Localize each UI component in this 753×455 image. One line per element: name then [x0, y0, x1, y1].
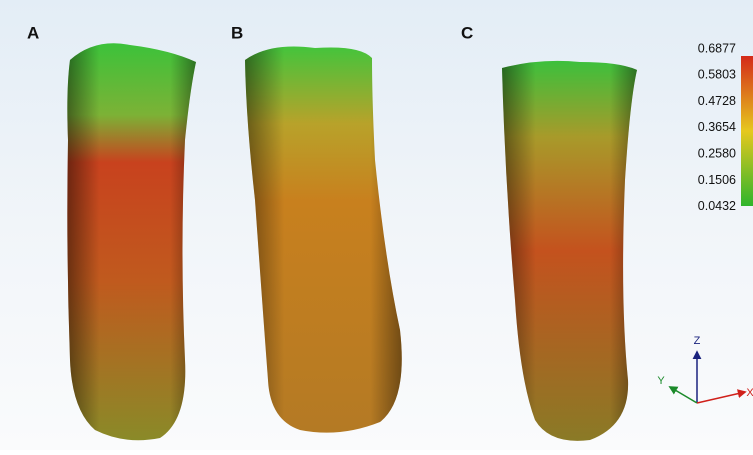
colorbar-label: 0.1506: [698, 173, 736, 187]
colorbar-label: 0.0432: [698, 199, 736, 213]
colorbar-label: 0.3654: [698, 120, 736, 134]
y-label: Y: [657, 375, 665, 387]
colorbar: [741, 56, 753, 206]
model-a: [67, 43, 196, 440]
z-label: Z: [694, 335, 701, 347]
colorbar-label: 0.2580: [698, 146, 736, 160]
colorbar-label: 0.4728: [698, 94, 736, 108]
colorbar-label: 0.5803: [698, 68, 736, 82]
figure: A B C 0.6877 0.5803 0.4728 0.3654 0.2580 0.15…: [0, 0, 753, 450]
panel-label: A: [27, 23, 39, 42]
panel-label: C: [461, 23, 473, 42]
panel-label: B: [231, 23, 243, 42]
x-label: X: [746, 387, 753, 399]
colorbar-label: 0.6877: [698, 41, 736, 55]
